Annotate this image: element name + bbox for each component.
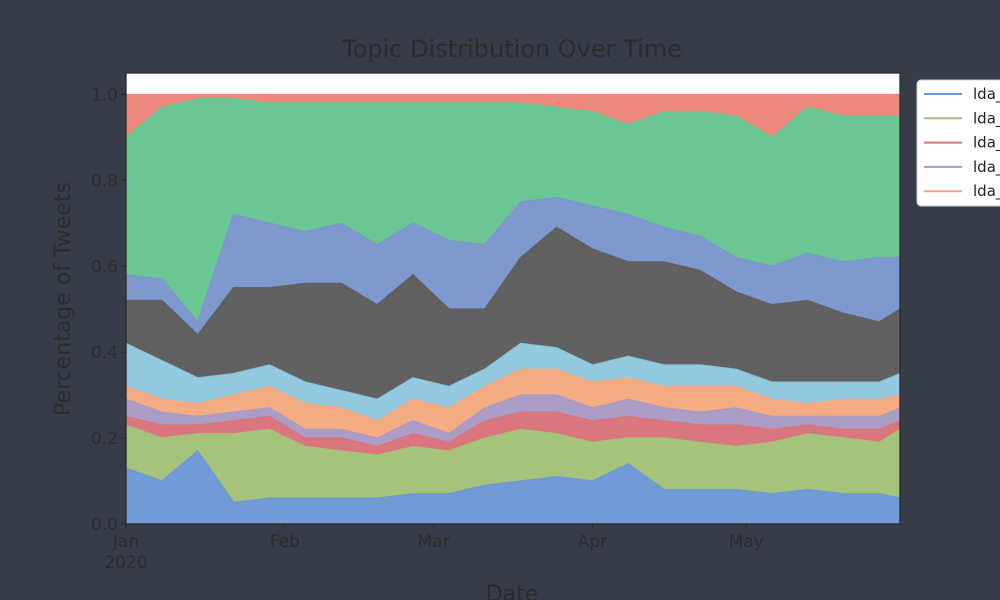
- area-edge-topic-9: [125, 98, 900, 139]
- legend-label: lda_: [973, 109, 1000, 128]
- x-tick-label: Mar: [418, 532, 450, 552]
- y-axis-ticks: 0.0 0.2 0.4 0.6 0.8 1.0: [91, 85, 126, 535]
- area-edge-topic-4: [125, 394, 901, 439]
- plot-frame: [125, 72, 901, 525]
- area-topic-1: [126, 451, 900, 524]
- area-edge-topic-8: [125, 196, 900, 324]
- area-edge-topic-1: [125, 449, 901, 504]
- legend-entries: lda_ lda_ lda_ lda_ lda_: [924, 85, 1000, 201]
- area-edge-topic-6: [125, 342, 901, 401]
- legend-label: lda_: [973, 158, 1000, 177]
- area-edge-topic-2: [125, 424, 901, 457]
- area-edge-topic-5: [125, 368, 901, 422]
- y-tick-label: 0.8: [91, 171, 118, 191]
- y-axis-label: Percentage of Tweets: [51, 182, 76, 416]
- y-tick-label: 0.4: [91, 343, 118, 363]
- x-tick-label: May: [729, 532, 764, 552]
- y-tick-label: 0.6: [91, 257, 118, 277]
- legend: lda_ lda_ lda_ lda_ lda_: [916, 79, 1000, 207]
- x-tick-label: Feb: [270, 532, 300, 552]
- x-tick-sublabel: 2020: [104, 553, 147, 573]
- chart-title: Topic Distribution Over Time: [341, 35, 682, 63]
- area-topic-4: [126, 395, 900, 447]
- x-tick-label: Jan: [112, 532, 139, 552]
- area-layers: [126, 94, 900, 524]
- area-edge-topic-7: [126, 226, 901, 337]
- legend-label: lda_: [973, 182, 1000, 201]
- area-edges: [125, 93, 901, 504]
- y-tick-label: 0.0: [91, 515, 118, 535]
- legend-label: lda_: [973, 85, 1000, 104]
- area-topic-10: [126, 94, 900, 138]
- area-edge-topic-3: [125, 411, 901, 448]
- x-axis-label: Date: [486, 582, 539, 600]
- area-topic-6: [126, 343, 900, 421]
- area-topic-2: [126, 425, 900, 503]
- area-topic-5: [126, 369, 900, 439]
- y-tick-label: 0.2: [91, 429, 118, 449]
- area-topic-8: [126, 197, 900, 335]
- area-topic-7: [126, 227, 900, 400]
- x-tick-label: Apr: [578, 532, 607, 552]
- legend-label: lda_: [973, 134, 1000, 153]
- y-tick-label: 1.0: [91, 85, 118, 105]
- area-topic-3: [126, 412, 900, 456]
